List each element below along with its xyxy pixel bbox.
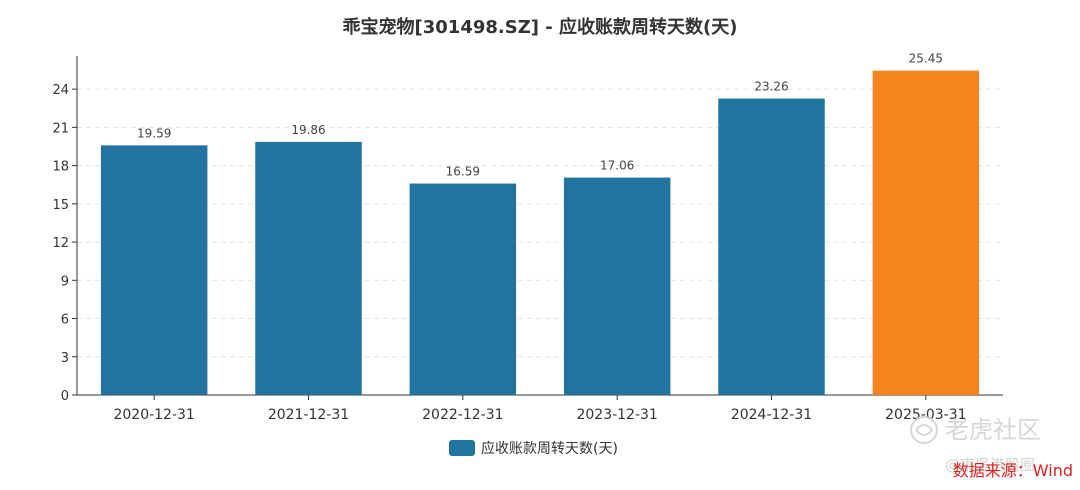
bars [100,70,980,396]
legend[interactable]: 应收账款周转天数(天) [449,440,618,457]
axes [72,56,1003,400]
data-label: 17.06 [600,159,634,173]
y-tick-label: 0 [61,389,69,404]
watermark-sub: @東吳港股圈 [945,456,1035,474]
chart-title: 乖宝宠物[301498.SZ] - 应收账款周转天数(天) [343,16,738,38]
data-label: 16.59 [446,165,480,179]
y-tick-label: 18 [52,160,69,175]
data-source: 数据来源：Wind [953,461,1073,480]
y-tick-labels: 0 3 6 9 12 15 18 21 24 [52,83,69,404]
x-tick-label: 2025-03-31 [885,407,966,423]
watermark-brand: 老虎社区 [945,416,1041,444]
x-tick-label: 2024-12-31 [731,407,812,423]
y-tick-label: 6 [61,313,69,328]
x-tick-label: 2021-12-31 [268,407,349,423]
legend-swatch [449,440,475,456]
data-labels: 19.59 19.86 16.59 17.06 23.26 25.45 [137,52,943,179]
x-tick-labels: 2020-12-31 2021-12-31 2022-12-31 2023-12-31… [113,407,966,423]
gridlines [77,88,1003,358]
watermark: 老虎社区 @東吳港股圈 [910,416,1041,474]
bar[interactable] [255,141,362,395]
x-tick-label: 2020-12-31 [113,407,194,423]
y-tick-label: 12 [52,236,69,251]
data-label: 25.45 [909,52,943,66]
x-tick-label: 2023-12-31 [576,407,657,423]
data-label: 23.26 [754,80,788,94]
data-label: 19.59 [137,126,171,140]
bar[interactable] [100,145,208,395]
bar[interactable] [563,177,671,395]
y-tick-label: 9 [61,274,69,289]
x-tick-label: 2022-12-31 [422,407,503,423]
y-tick-label: 3 [61,351,69,366]
data-label: 19.86 [291,123,325,137]
tiger-logo-icon [910,416,938,444]
legend-label: 应收账款周转天数(天) [481,440,618,457]
y-tick-label: 24 [52,83,69,98]
y-tick-label: 21 [52,121,69,136]
bar[interactable] [872,70,980,396]
bar[interactable] [409,183,517,395]
y-tick-label: 15 [52,198,69,213]
bar[interactable] [718,98,825,395]
